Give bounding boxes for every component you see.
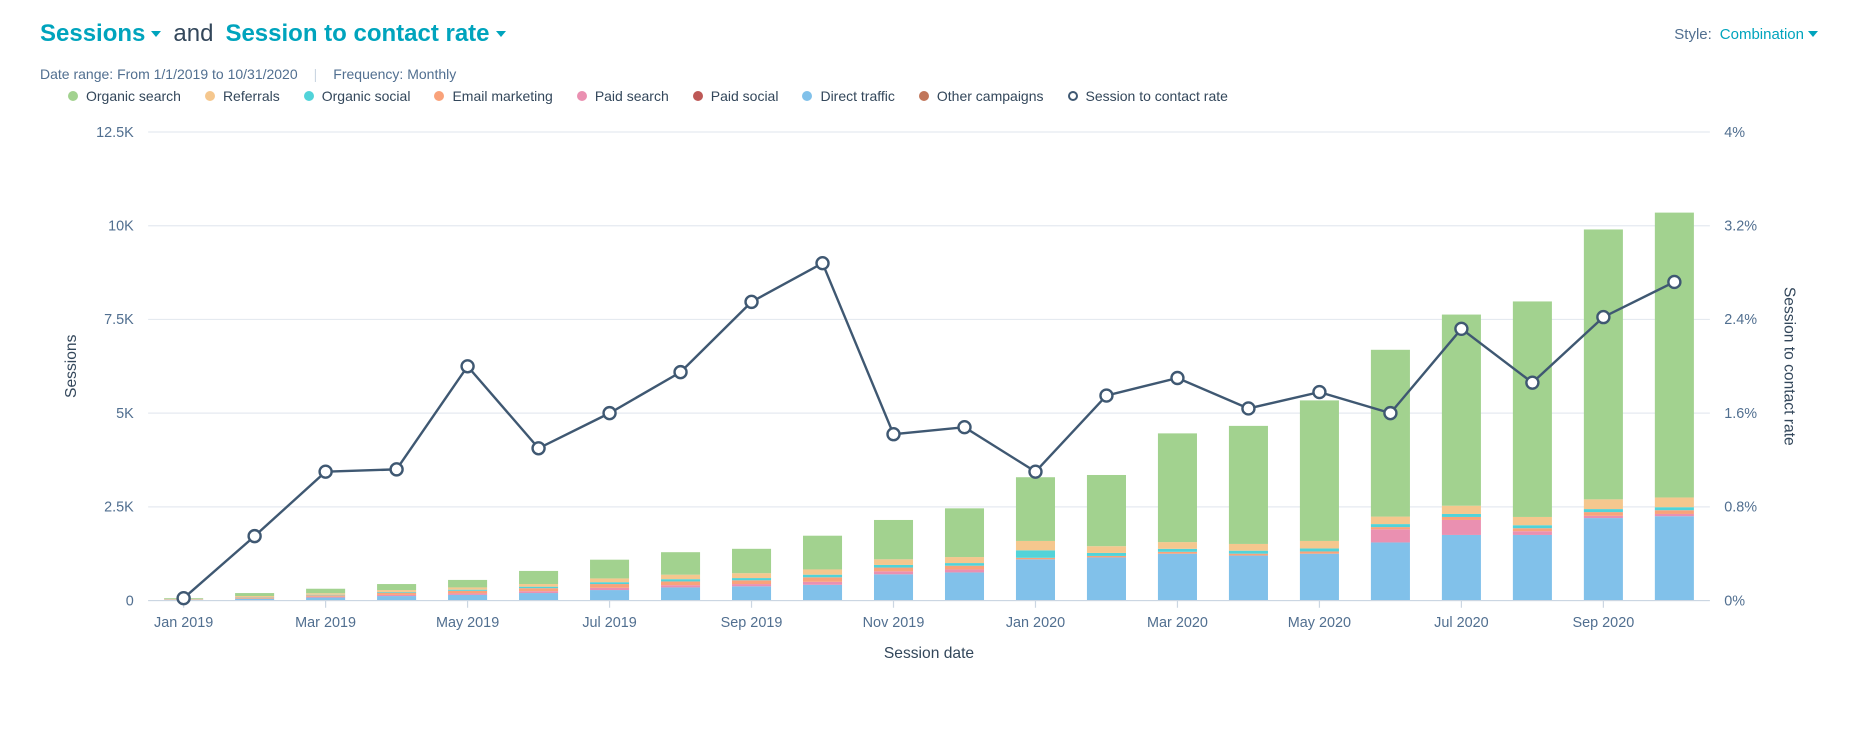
- date-range-label: Date range:: [40, 66, 113, 82]
- date-range: Date range: From 1/1/2019 to 10/31/2020: [40, 66, 298, 82]
- legend-label: Other campaigns: [937, 88, 1044, 104]
- frequency-value: Monthly: [407, 66, 456, 82]
- metric1-label: Sessions: [40, 20, 145, 48]
- svg-text:Session date: Session date: [884, 645, 974, 662]
- svg-text:0.8%: 0.8%: [1724, 500, 1757, 516]
- legend-swatch: [919, 91, 929, 101]
- legend-swatch: [304, 91, 314, 101]
- svg-text:Jan 2019: Jan 2019: [154, 615, 213, 631]
- legend-label: Direct traffic: [820, 88, 894, 104]
- legend-swatch: [434, 91, 444, 101]
- svg-text:2.5K: 2.5K: [104, 500, 134, 516]
- svg-text:Mar 2020: Mar 2020: [1147, 615, 1208, 631]
- and-label: and: [173, 20, 213, 48]
- svg-text:0%: 0%: [1724, 593, 1745, 609]
- metric2-label: Session to contact rate: [225, 20, 489, 48]
- legend-swatch: [1068, 91, 1078, 101]
- svg-text:May 2020: May 2020: [1288, 615, 1351, 631]
- legend-item[interactable]: Paid social: [693, 88, 779, 104]
- legend-swatch: [577, 91, 587, 101]
- legend-item[interactable]: Direct traffic: [802, 88, 894, 104]
- legend: Organic search Referrals Organic social Ema…: [40, 88, 1818, 104]
- svg-text:May 2019: May 2019: [436, 615, 499, 631]
- style-value: Combination: [1720, 26, 1804, 43]
- chart-container: 0 2.5K 5K 7.5K 10K 12.5K 0% 0.8% 1.6% 2.4% 3.2% 4% J…: [40, 108, 1818, 673]
- caret-down-icon: [496, 31, 506, 37]
- style-label: Style:: [1674, 26, 1712, 43]
- legend-item[interactable]: Organic social: [304, 88, 411, 104]
- meta-separator: |: [314, 66, 318, 82]
- meta-row: Date range: From 1/1/2019 to 10/31/2020 …: [40, 66, 1818, 82]
- legend-label: Email marketing: [452, 88, 552, 104]
- title-group: Sessions and Session to contact rate: [40, 20, 506, 48]
- svg-text:Sep 2020: Sep 2020: [1573, 615, 1635, 631]
- legend-label: Organic social: [322, 88, 411, 104]
- frequency: Frequency: Monthly: [333, 66, 456, 82]
- svg-text:1.6%: 1.6%: [1724, 406, 1757, 422]
- combination-chart: 0 2.5K 5K 7.5K 10K 12.5K 0% 0.8% 1.6% 2.4% 3.2% 4% J…: [40, 108, 1818, 673]
- legend-item[interactable]: Session to contact rate: [1068, 88, 1228, 104]
- legend-swatch: [205, 91, 215, 101]
- style-group: Style: Combination: [1674, 26, 1818, 43]
- legend-label: Paid search: [595, 88, 669, 104]
- metric1-dropdown[interactable]: Sessions: [40, 20, 161, 48]
- svg-text:Nov 2019: Nov 2019: [863, 615, 925, 631]
- caret-down-icon: [1808, 31, 1818, 37]
- caret-down-icon: [151, 31, 161, 37]
- legend-item[interactable]: Organic search: [68, 88, 181, 104]
- style-dropdown[interactable]: Combination: [1720, 26, 1818, 43]
- legend-item[interactable]: Email marketing: [434, 88, 552, 104]
- svg-text:4%: 4%: [1724, 125, 1745, 141]
- legend-item[interactable]: Paid search: [577, 88, 669, 104]
- legend-label: Session to contact rate: [1086, 88, 1228, 104]
- svg-text:2.4%: 2.4%: [1724, 312, 1757, 328]
- svg-text:7.5K: 7.5K: [104, 312, 134, 328]
- svg-text:3.2%: 3.2%: [1724, 219, 1757, 235]
- legend-swatch: [68, 91, 78, 101]
- legend-swatch: [802, 91, 812, 101]
- svg-text:Session to contact rate: Session to contact rate: [1780, 287, 1797, 446]
- svg-text:Sep 2019: Sep 2019: [721, 615, 783, 631]
- svg-text:5K: 5K: [116, 406, 134, 422]
- legend-item[interactable]: Other campaigns: [919, 88, 1044, 104]
- metric2-dropdown[interactable]: Session to contact rate: [225, 20, 505, 48]
- svg-text:Jul 2019: Jul 2019: [582, 615, 636, 631]
- legend-label: Paid social: [711, 88, 779, 104]
- svg-text:10K: 10K: [108, 219, 134, 235]
- svg-text:Sessions: Sessions: [63, 334, 80, 398]
- svg-text:Jul 2020: Jul 2020: [1434, 615, 1488, 631]
- legend-swatch: [693, 91, 703, 101]
- frequency-label: Frequency:: [333, 66, 403, 82]
- legend-label: Organic search: [86, 88, 181, 104]
- svg-text:Mar 2019: Mar 2019: [295, 615, 356, 631]
- legend-item[interactable]: Referrals: [205, 88, 280, 104]
- legend-label: Referrals: [223, 88, 280, 104]
- svg-text:12.5K: 12.5K: [96, 125, 134, 141]
- svg-text:0: 0: [126, 593, 134, 609]
- chart-header: Sessions and Session to contact rate Sty…: [40, 20, 1818, 48]
- date-range-value: From 1/1/2019 to 10/31/2020: [117, 66, 298, 82]
- svg-text:Jan 2020: Jan 2020: [1006, 615, 1065, 631]
